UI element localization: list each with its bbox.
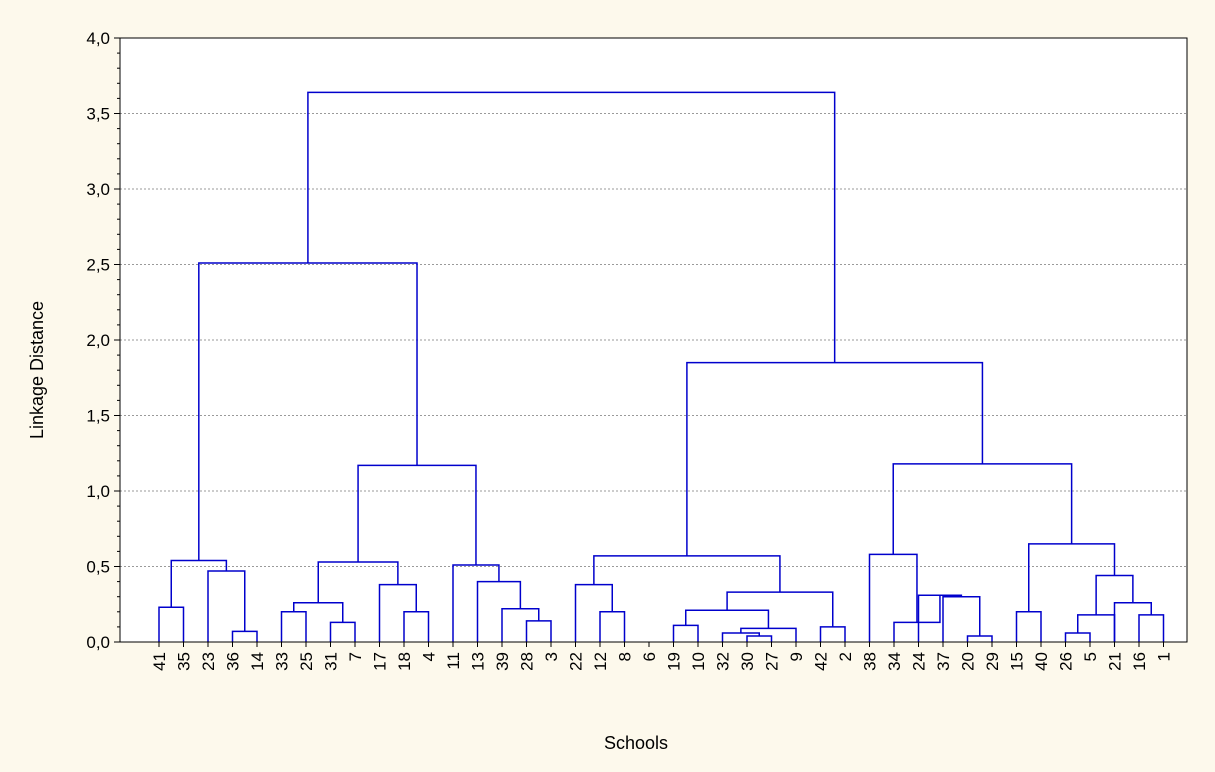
leaf-label: 33 bbox=[273, 652, 292, 671]
leaf-label: 27 bbox=[763, 652, 782, 671]
y-axis-ticks: 0,0 0,5 1,0 1,5 2,0 2,5 3,0 3,5 4,0 bbox=[86, 29, 120, 652]
y-tick-label: 4,0 bbox=[86, 29, 110, 48]
y-axis-label: Linkage Distance bbox=[27, 301, 47, 439]
gridlines bbox=[120, 113, 1187, 567]
leaf-label: 18 bbox=[395, 652, 414, 671]
dendrogram-links bbox=[158, 91, 1165, 642]
leaf-label: 13 bbox=[469, 652, 488, 671]
leaf-label: 10 bbox=[689, 652, 708, 671]
y-tick-label: 3,0 bbox=[86, 180, 110, 199]
y-tick-label: 0,0 bbox=[86, 633, 110, 652]
leaf-label: 12 bbox=[591, 652, 610, 671]
leaf-label: 3 bbox=[542, 652, 561, 661]
leaf-label: 17 bbox=[371, 652, 390, 671]
leaf-label: 39 bbox=[493, 652, 512, 671]
leaf-label: 21 bbox=[1106, 652, 1125, 671]
leaf-label: 38 bbox=[861, 652, 880, 671]
y-tick-label: 1,0 bbox=[86, 482, 110, 501]
leaf-label: 7 bbox=[346, 652, 365, 661]
leaf-label: 41 bbox=[150, 652, 169, 671]
leaf-label: 28 bbox=[518, 652, 537, 671]
leaf-label: 23 bbox=[199, 652, 218, 671]
leaf-label: 22 bbox=[567, 652, 586, 671]
leaf-label: 2 bbox=[836, 652, 855, 661]
leaf-label: 24 bbox=[910, 652, 929, 671]
y-tick-label: 2,5 bbox=[86, 256, 110, 275]
leaf-label: 19 bbox=[665, 652, 684, 671]
leaf-label: 40 bbox=[1032, 652, 1051, 671]
leaf-label: 1 bbox=[1155, 652, 1174, 661]
leaf-label: 6 bbox=[640, 652, 659, 661]
leaf-label: 35 bbox=[175, 652, 194, 671]
y-tick-label: 1,5 bbox=[86, 407, 110, 426]
leaf-label: 25 bbox=[297, 652, 316, 671]
leaf-label: 14 bbox=[248, 652, 267, 671]
leaf-label: 26 bbox=[1057, 652, 1076, 671]
leaf-label: 8 bbox=[616, 652, 635, 661]
leaf-label: 36 bbox=[224, 652, 243, 671]
leaf-label: 31 bbox=[322, 652, 341, 671]
leaf-label: 9 bbox=[787, 652, 806, 661]
leaf-label: 42 bbox=[812, 652, 831, 671]
leaf-label: 30 bbox=[738, 652, 757, 671]
y-tick-label: 0,5 bbox=[86, 558, 110, 577]
leaf-label: 4 bbox=[420, 652, 439, 661]
leaf-label: 11 bbox=[444, 652, 463, 670]
leaf-label: 5 bbox=[1081, 652, 1100, 661]
leaf-label: 29 bbox=[983, 652, 1002, 671]
leaf-label: 16 bbox=[1130, 652, 1149, 671]
x-axis-label: Schools bbox=[604, 733, 668, 753]
y-tick-label: 2,0 bbox=[86, 331, 110, 350]
leaf-label: 32 bbox=[714, 652, 733, 671]
dendrogram-link bbox=[307, 91, 836, 363]
x-axis-ticks: 41 35 23 36 14 33 25 31 7 17 18 4 11 13 39 28 3 22 12 8 6 19 1… bbox=[150, 642, 1174, 671]
leaf-label: 20 bbox=[959, 652, 978, 671]
leaf-label: 37 bbox=[934, 652, 953, 671]
leaf-label: 15 bbox=[1008, 652, 1027, 671]
y-tick-label: 3,5 bbox=[86, 105, 110, 124]
leaf-label: 34 bbox=[885, 652, 904, 671]
